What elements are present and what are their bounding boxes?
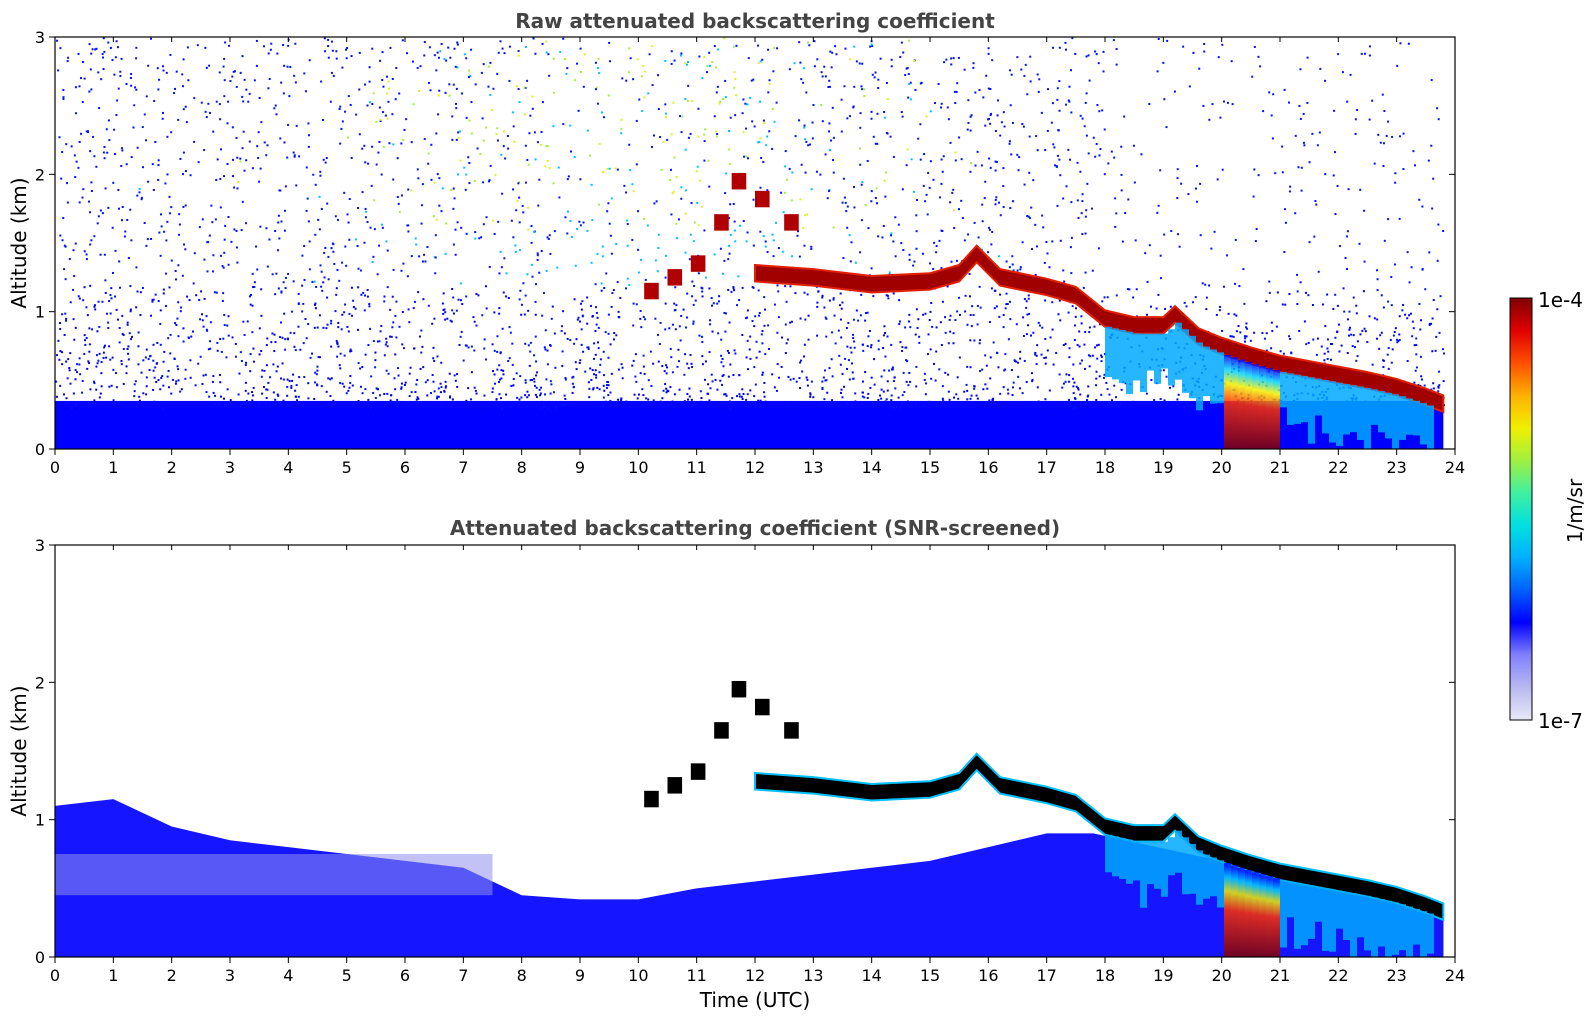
y-tick-label: 1 — [35, 811, 45, 830]
x-tick-label: 14 — [861, 966, 881, 985]
x-tick-label: 13 — [803, 966, 823, 985]
residual-layer — [55, 854, 493, 896]
x-tick-label: 11 — [686, 458, 706, 477]
panel-raw-ylabel: Altitude (km) — [7, 177, 31, 308]
x-tick-label: 21 — [1270, 966, 1290, 985]
x-tick-label: 19 — [1153, 966, 1173, 985]
x-tick-label: 19 — [1153, 458, 1173, 477]
x-tick-label: 7 — [458, 458, 468, 477]
cloud-fragments — [644, 172, 799, 300]
colorbar-unit-label: 1/m/sr — [1563, 478, 1587, 543]
x-tick-label: 20 — [1211, 458, 1231, 477]
virga-curtain — [1105, 830, 1434, 957]
y-tick-label: 1 — [35, 303, 45, 322]
x-tick-label: 9 — [575, 458, 585, 477]
x-tick-label: 2 — [167, 966, 177, 985]
x-tick-label: 2 — [167, 458, 177, 477]
y-tick-label: 3 — [35, 536, 45, 555]
x-tick-label: 22 — [1328, 458, 1348, 477]
cloud-fragments — [644, 680, 799, 808]
virga-curtain — [1105, 322, 1434, 449]
y-tick-label: 0 — [35, 440, 45, 459]
y-tick-label: 0 — [35, 948, 45, 967]
colorbar-gradient — [1509, 297, 1533, 721]
y-tick-label: 3 — [35, 28, 45, 47]
x-tick-label: 12 — [745, 458, 765, 477]
panel-raw: Raw attenuated backscattering coefficien… — [7, 9, 1465, 477]
colorbar-max-label: 1e-4 — [1538, 288, 1583, 312]
colorbar-min-label: 1e-7 — [1538, 709, 1583, 733]
surface-aerosol-band — [55, 400, 1444, 449]
x-tick-label: 1 — [108, 966, 118, 985]
y-tick-label: 2 — [35, 165, 45, 184]
cloud-layer — [754, 752, 1445, 922]
panel-raw-title: Raw attenuated backscattering coefficien… — [515, 9, 995, 33]
colorbar: 1e-4 1e-7 1/m/sr — [1509, 288, 1587, 733]
panel-screened-heatmap — [55, 680, 1445, 957]
x-tick-label: 11 — [686, 966, 706, 985]
x-tick-label: 0 — [50, 966, 60, 985]
x-tick-label: 8 — [517, 966, 527, 985]
boundary-layer-region — [55, 799, 1444, 957]
x-tick-label: 8 — [517, 458, 527, 477]
x-tick-label: 5 — [342, 966, 352, 985]
y-tick-label: 2 — [35, 673, 45, 692]
x-tick-label: 15 — [920, 458, 940, 477]
x-tick-label: 12 — [745, 966, 765, 985]
x-tick-label: 14 — [861, 458, 881, 477]
panel-screened-xlabel: Time (UTC) — [699, 988, 811, 1012]
x-tick-label: 21 — [1270, 458, 1290, 477]
x-tick-label: 23 — [1386, 966, 1406, 985]
x-tick-label: 18 — [1095, 458, 1115, 477]
x-tick-label: 1 — [108, 458, 118, 477]
x-tick-label: 10 — [628, 458, 648, 477]
panel-screened-ticks: 0 1 2 3 4 5 6 7 8 9 10 11 12 13 14 15 16 17 18 19 20 21 22 23 24… — [35, 536, 1465, 985]
x-tick-label: 0 — [50, 458, 60, 477]
x-tick-label: 18 — [1095, 966, 1115, 985]
panel-raw-ticks: 0 1 2 3 4 5 6 7 8 9 10 11 12 13 14 15 16 17 18 19 20 21 22 23 24… — [35, 28, 1465, 477]
cloud-layer — [754, 244, 1445, 414]
x-tick-label: 16 — [978, 966, 998, 985]
x-tick-label: 10 — [628, 966, 648, 985]
x-tick-label: 6 — [400, 966, 410, 985]
x-tick-label: 4 — [283, 458, 293, 477]
x-tick-label: 3 — [225, 458, 235, 477]
x-tick-label: 15 — [920, 966, 940, 985]
x-tick-label: 16 — [978, 458, 998, 477]
panel-screened: Attenuated backscattering coefficient (S… — [7, 516, 1465, 1012]
x-tick-label: 3 — [225, 966, 235, 985]
x-tick-label: 7 — [458, 966, 468, 985]
x-tick-label: 6 — [400, 458, 410, 477]
x-tick-label: 4 — [283, 966, 293, 985]
x-tick-label: 23 — [1386, 458, 1406, 477]
x-tick-label: 24 — [1445, 458, 1465, 477]
panel-raw-heatmap — [55, 37, 1446, 449]
panel-screened-ylabel: Altitude (km) — [7, 685, 31, 816]
x-tick-label: 17 — [1036, 966, 1056, 985]
x-tick-label: 5 — [342, 458, 352, 477]
panel-screened-title: Attenuated backscattering coefficient (S… — [450, 516, 1060, 540]
x-tick-label: 22 — [1328, 966, 1348, 985]
x-tick-label: 17 — [1036, 458, 1056, 477]
x-tick-label: 13 — [803, 458, 823, 477]
noise-speckle — [55, 37, 1446, 410]
x-tick-label: 9 — [575, 966, 585, 985]
aerosol-dense — [55, 284, 1445, 410]
x-tick-label: 24 — [1445, 966, 1465, 985]
x-tick-label: 20 — [1211, 966, 1231, 985]
